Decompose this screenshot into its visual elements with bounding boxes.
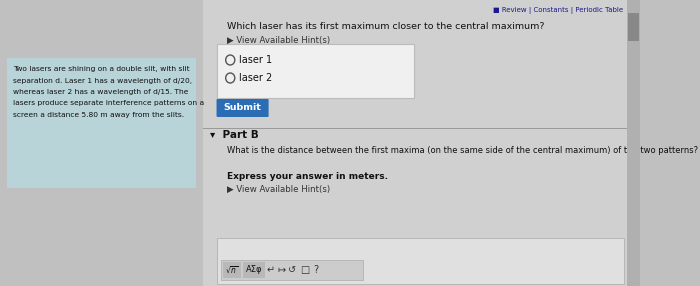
- Text: Two lasers are shining on a double slit, with slit: Two lasers are shining on a double slit,…: [13, 66, 190, 72]
- FancyBboxPatch shape: [221, 260, 363, 280]
- Text: separation d. Laser 1 has a wavelength of d/20,: separation d. Laser 1 has a wavelength o…: [13, 78, 192, 84]
- Text: whereas laser 2 has a wavelength of d/15. The: whereas laser 2 has a wavelength of d/15…: [13, 89, 188, 95]
- Text: Express your answer in meters.: Express your answer in meters.: [227, 172, 388, 181]
- Text: laser 1: laser 1: [239, 55, 272, 65]
- FancyBboxPatch shape: [626, 0, 640, 286]
- Text: AΣφ: AΣφ: [246, 265, 262, 275]
- FancyBboxPatch shape: [203, 0, 629, 286]
- Text: ↺: ↺: [288, 265, 296, 275]
- Text: ▾  Part B: ▾ Part B: [210, 130, 259, 140]
- FancyBboxPatch shape: [218, 238, 624, 284]
- Text: Which laser has its first maximum closer to the central maximum?: Which laser has its first maximum closer…: [227, 22, 544, 31]
- Text: laser 2: laser 2: [239, 73, 272, 83]
- FancyBboxPatch shape: [223, 262, 241, 278]
- Text: Submit: Submit: [223, 104, 262, 112]
- Text: What is the distance between the first maxima (on the same side of the central m: What is the distance between the first m…: [227, 146, 698, 155]
- Text: $\sqrt{n}$: $\sqrt{n}$: [225, 265, 239, 275]
- FancyBboxPatch shape: [243, 262, 265, 278]
- FancyBboxPatch shape: [216, 99, 269, 117]
- Text: ↵: ↵: [267, 265, 274, 275]
- Text: ▶ View Available Hint(s): ▶ View Available Hint(s): [227, 185, 330, 194]
- Text: screen a distance 5.80 m away from the slits.: screen a distance 5.80 m away from the s…: [13, 112, 184, 118]
- FancyBboxPatch shape: [218, 44, 414, 98]
- Text: ■ Review | Constants | Periodic Table: ■ Review | Constants | Periodic Table: [493, 7, 623, 14]
- Text: lasers produce separate interference patterns on a: lasers produce separate interference pat…: [13, 100, 204, 106]
- Text: ▶ View Available Hint(s): ▶ View Available Hint(s): [227, 36, 330, 45]
- Text: ↦: ↦: [277, 265, 286, 275]
- Text: ?: ?: [314, 265, 318, 275]
- FancyBboxPatch shape: [628, 13, 638, 41]
- FancyBboxPatch shape: [7, 58, 197, 188]
- Text: □: □: [300, 265, 310, 275]
